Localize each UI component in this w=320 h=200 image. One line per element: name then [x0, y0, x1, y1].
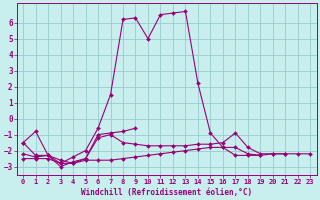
X-axis label: Windchill (Refroidissement éolien,°C): Windchill (Refroidissement éolien,°C): [81, 188, 252, 197]
